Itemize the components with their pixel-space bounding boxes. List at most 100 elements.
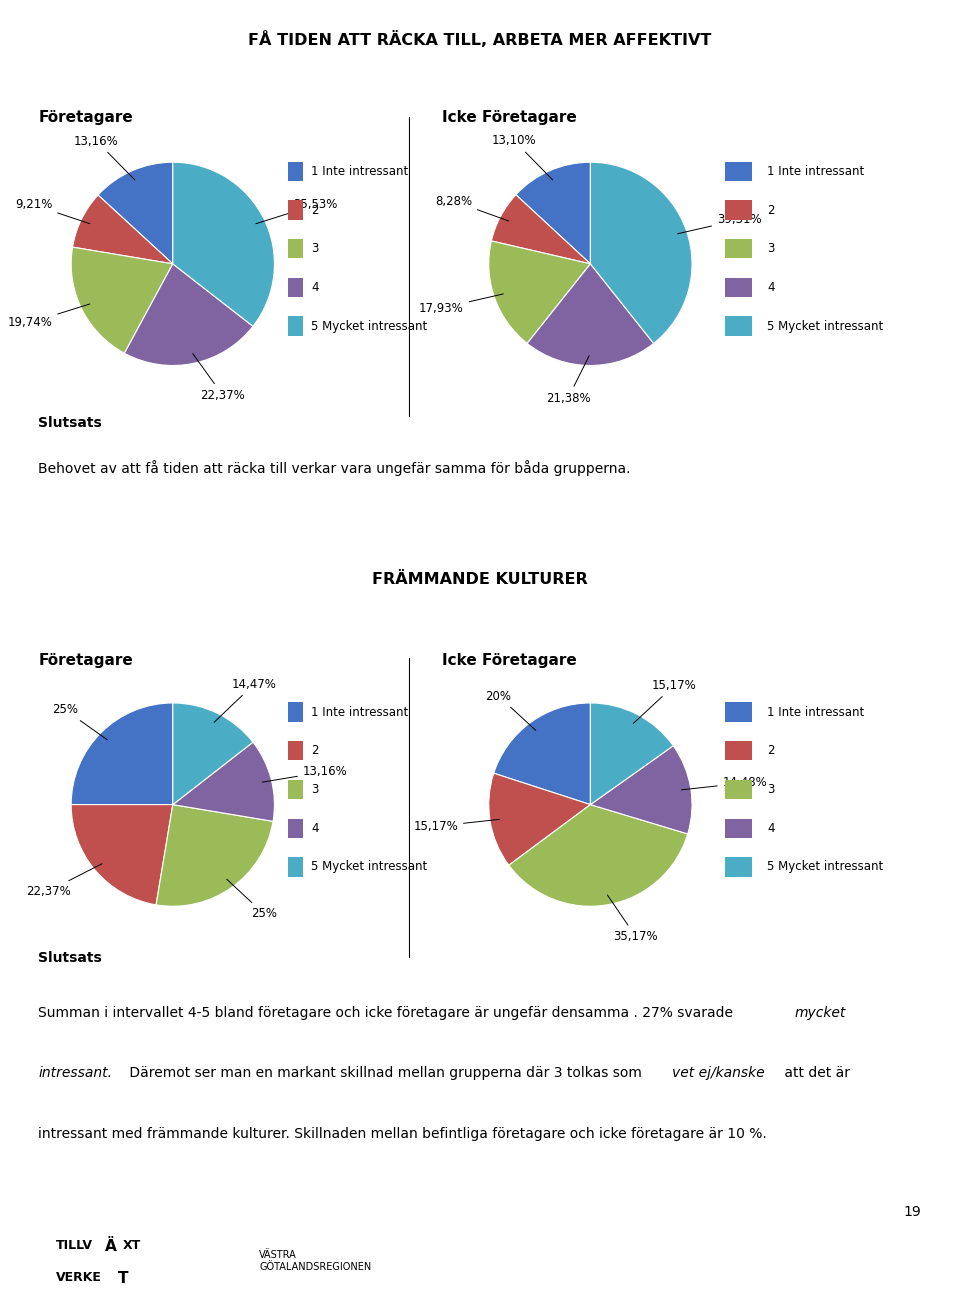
Wedge shape (516, 163, 590, 263)
Text: 8,28%: 8,28% (435, 194, 509, 222)
Bar (288, 238, 303, 258)
Text: intressant.: intressant. (38, 1066, 112, 1080)
Bar (725, 779, 753, 799)
Bar (725, 741, 753, 761)
Text: 2: 2 (311, 744, 319, 757)
Bar (288, 317, 303, 336)
Text: 4: 4 (767, 281, 775, 294)
Wedge shape (493, 704, 590, 805)
Wedge shape (98, 163, 173, 263)
Text: FRÄMMANDE KULTURER: FRÄMMANDE KULTURER (372, 572, 588, 588)
Bar (288, 162, 303, 181)
Text: 4: 4 (311, 281, 319, 294)
Text: Företagare: Företagare (38, 109, 133, 125)
Bar (725, 857, 753, 877)
Text: TILLV: TILLV (56, 1239, 93, 1252)
Bar (288, 201, 303, 220)
Text: Ä: Ä (105, 1239, 116, 1255)
Text: 39,31%: 39,31% (678, 214, 761, 233)
Text: 17,93%: 17,93% (419, 294, 503, 314)
Bar (725, 317, 753, 336)
Text: 5 Mycket intressant: 5 Mycket intressant (311, 319, 427, 332)
Text: 14,47%: 14,47% (214, 678, 276, 722)
Wedge shape (71, 248, 173, 353)
Bar (725, 702, 753, 722)
Text: 25%: 25% (52, 704, 108, 740)
Text: 35,17%: 35,17% (608, 895, 659, 943)
Bar (288, 741, 303, 761)
Text: Slutsats: Slutsats (38, 417, 102, 430)
Wedge shape (173, 743, 275, 821)
Text: 5 Mycket intressant: 5 Mycket intressant (311, 860, 427, 873)
Text: intressant med främmande kulturer. Skillnaden mellan befintliga företagare och i: intressant med främmande kulturer. Skill… (38, 1127, 767, 1141)
Wedge shape (71, 704, 173, 805)
Bar (725, 162, 753, 181)
Wedge shape (156, 805, 273, 906)
Bar (725, 238, 753, 258)
Text: 3: 3 (311, 783, 319, 796)
Text: VÄSTRA
GÖTALANDSREGIONEN: VÄSTRA GÖTALANDSREGIONEN (259, 1250, 372, 1272)
Wedge shape (125, 263, 253, 365)
Text: vet ej/kanske: vet ej/kanske (672, 1066, 764, 1080)
Wedge shape (489, 773, 590, 865)
Text: VERKE: VERKE (56, 1272, 102, 1285)
Text: T: T (118, 1272, 129, 1286)
Text: 35,53%: 35,53% (255, 198, 338, 224)
Wedge shape (173, 163, 275, 326)
Wedge shape (590, 163, 692, 344)
Text: Företagare: Företagare (38, 653, 133, 668)
Text: 1 Inte intressant: 1 Inte intressant (767, 165, 864, 177)
Text: mycket: mycket (795, 1006, 846, 1020)
Text: 2: 2 (767, 744, 775, 757)
Text: 13,16%: 13,16% (74, 134, 135, 180)
Text: 15,17%: 15,17% (634, 679, 697, 723)
Text: 3: 3 (311, 242, 319, 255)
Text: 13,16%: 13,16% (262, 765, 348, 782)
Text: 22,37%: 22,37% (26, 864, 102, 898)
Text: 15,17%: 15,17% (413, 820, 499, 833)
Bar (288, 818, 303, 838)
Text: 4: 4 (311, 822, 319, 835)
Text: XT: XT (122, 1239, 140, 1252)
Text: 22,37%: 22,37% (193, 353, 245, 401)
Bar (725, 201, 753, 220)
Text: 1 Inte intressant: 1 Inte intressant (767, 706, 864, 718)
Text: 13,10%: 13,10% (492, 134, 553, 180)
Text: 19,74%: 19,74% (8, 304, 90, 330)
Text: FÅ TIDEN ATT RÄCKA TILL, ARBETA MER AFFEKTIVT: FÅ TIDEN ATT RÄCKA TILL, ARBETA MER AFFE… (249, 31, 711, 48)
Text: 19: 19 (904, 1205, 922, 1218)
Wedge shape (71, 805, 173, 904)
Text: Summan i intervallet 4-5 bland företagare och icke företagare är ungefär densamm: Summan i intervallet 4-5 bland företagar… (38, 1006, 738, 1020)
Text: 5 Mycket intressant: 5 Mycket intressant (767, 319, 883, 332)
Bar (725, 278, 753, 297)
Wedge shape (509, 805, 687, 906)
Wedge shape (590, 745, 692, 834)
Wedge shape (527, 263, 654, 366)
Text: Behovet av att få tiden att räcka till verkar vara ungefär samma för båda gruppe: Behovet av att få tiden att räcka till v… (38, 460, 631, 476)
Bar (288, 857, 303, 877)
Bar (288, 702, 303, 722)
Text: 3: 3 (767, 783, 775, 796)
Wedge shape (173, 704, 253, 805)
Text: Icke Företagare: Icke Företagare (442, 109, 576, 125)
Text: 5 Mycket intressant: 5 Mycket intressant (767, 860, 883, 873)
Bar (725, 818, 753, 838)
Text: 21,38%: 21,38% (546, 356, 590, 404)
Wedge shape (73, 195, 173, 263)
Text: 1 Inte intressant: 1 Inte intressant (311, 165, 408, 177)
Text: 25%: 25% (227, 880, 276, 920)
Text: 1 Inte intressant: 1 Inte intressant (311, 706, 408, 718)
Bar (288, 278, 303, 297)
Wedge shape (590, 704, 673, 805)
Text: 20%: 20% (486, 689, 536, 731)
Text: 14,48%: 14,48% (682, 777, 768, 790)
Text: 9,21%: 9,21% (15, 198, 90, 224)
Text: Däremot ser man en markant skillnad mellan grupperna där 3 tolkas som: Däremot ser man en markant skillnad mell… (125, 1066, 646, 1080)
Bar (288, 779, 303, 799)
Wedge shape (489, 241, 590, 344)
Text: Icke Företagare: Icke Företagare (442, 653, 576, 668)
Text: 2: 2 (311, 203, 319, 216)
Text: Slutsats: Slutsats (38, 951, 102, 966)
Text: 4: 4 (767, 822, 775, 835)
Text: att det är: att det är (780, 1066, 851, 1080)
